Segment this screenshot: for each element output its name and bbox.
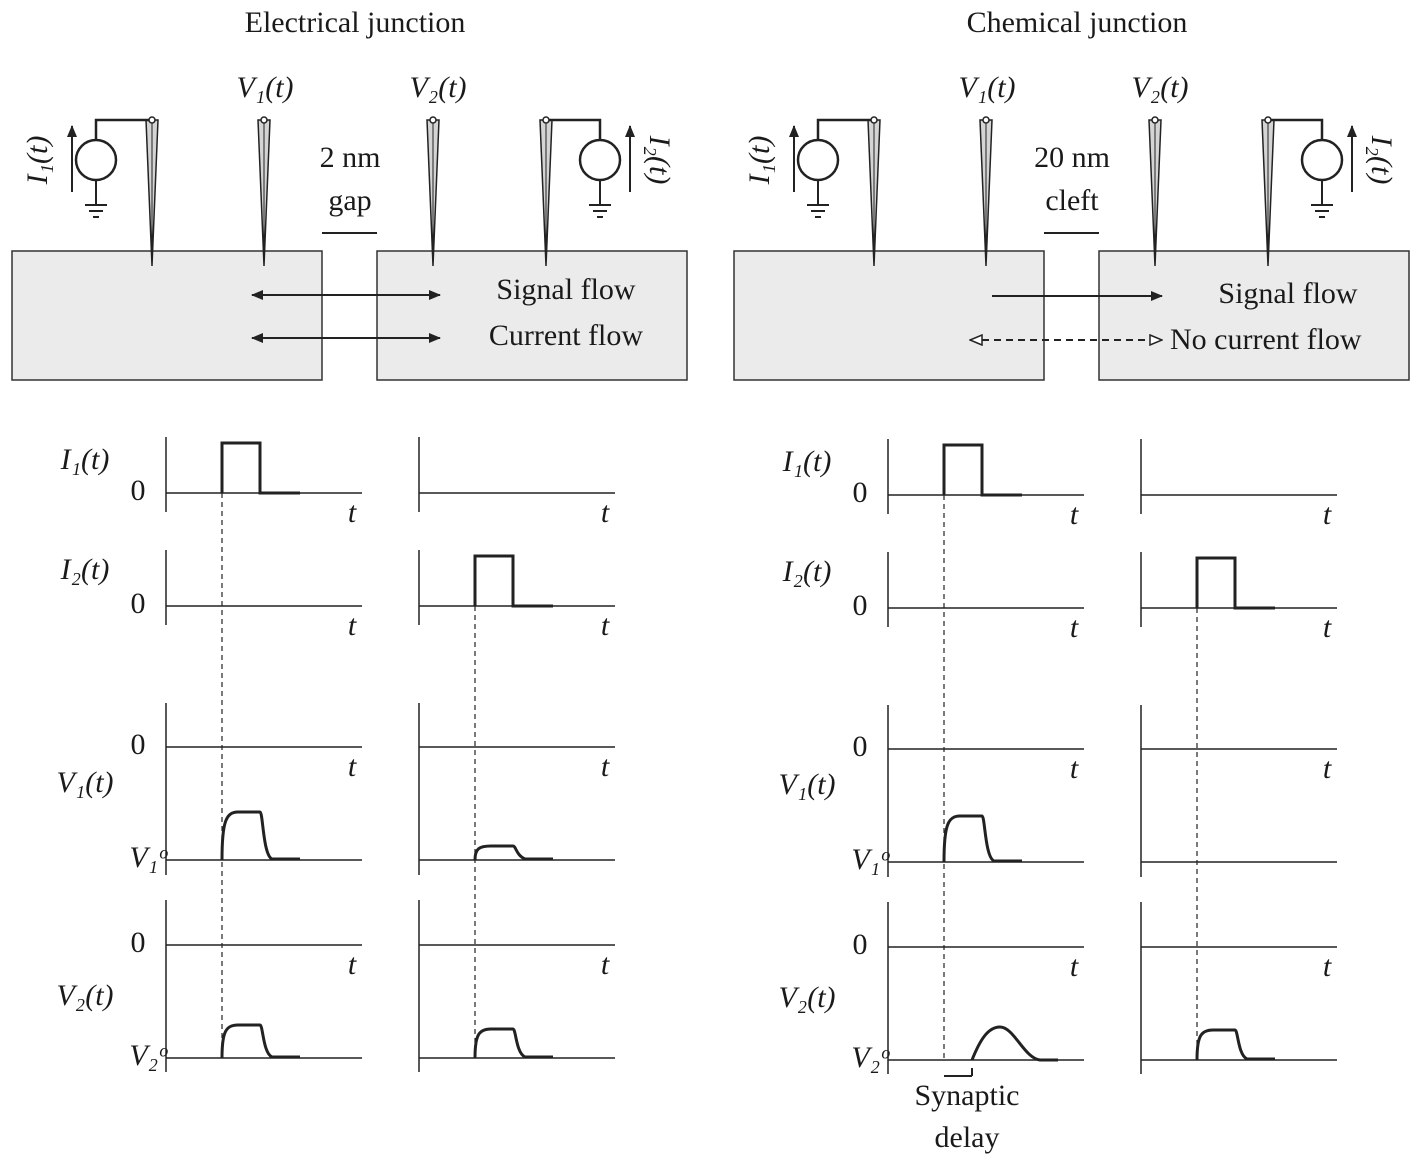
- rest-label: V₂ᵒ: [129, 1039, 168, 1072]
- voltage-response: [1197, 1030, 1275, 1060]
- rest-label: V₂ᵒ: [851, 1041, 890, 1074]
- current-source: [798, 140, 838, 180]
- electrode-top: [983, 117, 989, 123]
- source-label: I₂(t): [1365, 135, 1398, 185]
- current-source: [580, 140, 620, 180]
- source-wire: [818, 120, 874, 140]
- axis-label: t: [1323, 752, 1332, 785]
- current-pulse: [222, 443, 300, 493]
- cell: [377, 251, 687, 380]
- rest-label: V₁ᵒ: [851, 843, 890, 876]
- panel-title: Chemical junction: [967, 6, 1188, 39]
- source-label: I₁(t): [743, 136, 776, 186]
- voltage-response: [222, 812, 300, 860]
- page: {"panels": [ {"title": "Electrical junct…: [0, 0, 1426, 1159]
- zero-label: 0: [853, 476, 868, 509]
- delay-label: Synaptic: [915, 1079, 1020, 1112]
- axis-label: t: [348, 609, 357, 642]
- axis-label: t: [601, 750, 610, 783]
- zero-label: 0: [853, 589, 868, 622]
- electrode-top: [261, 117, 267, 123]
- voltage-response: [475, 1029, 553, 1058]
- axis-label: t: [1323, 498, 1332, 531]
- axis-label: t: [1070, 752, 1079, 785]
- axis-label: t: [601, 609, 610, 642]
- zero-label: 0: [131, 728, 146, 761]
- zero-label: 0: [131, 587, 146, 620]
- current-pulse: [475, 556, 553, 606]
- cell: [1099, 251, 1409, 380]
- wire-node: [543, 117, 549, 123]
- trace-label: V₂(t): [56, 979, 113, 1012]
- flow-label: Signal flow: [496, 273, 635, 306]
- gap-label: 2 nm: [320, 141, 381, 174]
- source-label: I₂(t): [643, 135, 676, 185]
- trace-label: V₁(t): [778, 768, 835, 801]
- source-wire: [1268, 120, 1322, 140]
- cell: [12, 251, 322, 380]
- voltage-response: [972, 1027, 1058, 1060]
- axis-label: t: [1070, 950, 1079, 983]
- trace-label: V₁(t): [56, 766, 113, 799]
- delay-label: delay: [935, 1121, 1000, 1154]
- gap-label: gap: [328, 184, 371, 217]
- probe-label: V₁(t): [958, 71, 1015, 104]
- voltage-response: [475, 846, 553, 860]
- trace-label: I₂(t): [782, 555, 832, 588]
- trace-label: I₂(t): [60, 553, 110, 586]
- electrode-top: [430, 117, 436, 123]
- zero-label: 0: [853, 928, 868, 961]
- gap-label: 20 nm: [1034, 141, 1110, 174]
- rest-label: V₁ᵒ: [129, 841, 168, 874]
- zero-label: 0: [131, 926, 146, 959]
- flow-label: No current flow: [1170, 323, 1362, 356]
- axis-label: t: [348, 948, 357, 981]
- cell: [734, 251, 1044, 380]
- axis-label: t: [601, 948, 610, 981]
- trace-label: V₂(t): [778, 981, 835, 1014]
- current-pulse: [1197, 558, 1275, 608]
- probe-label: V₂(t): [409, 71, 466, 104]
- source-wire: [546, 120, 600, 140]
- axis-label: t: [348, 496, 357, 529]
- source-wire: [96, 120, 152, 140]
- probe-label: V₁(t): [236, 71, 293, 104]
- current-source: [1302, 140, 1342, 180]
- zero-label: 0: [131, 474, 146, 507]
- axis-label: t: [1070, 498, 1079, 531]
- current-source: [76, 140, 116, 180]
- gap-label: cleft: [1045, 184, 1099, 217]
- axis-label: t: [1323, 611, 1332, 644]
- panel-title: Electrical junction: [245, 6, 466, 39]
- flow-label: Current flow: [489, 319, 643, 352]
- voltage-response: [944, 816, 1022, 862]
- zero-label: 0: [853, 730, 868, 763]
- electrode-top: [1152, 117, 1158, 123]
- source-label: I₁(t): [21, 136, 54, 186]
- axis-label: t: [1070, 611, 1079, 644]
- axis-label: t: [1323, 950, 1332, 983]
- trace-label: I₁(t): [60, 443, 110, 476]
- trace-label: I₁(t): [782, 445, 832, 478]
- axis-label: t: [601, 496, 610, 529]
- wire-node: [1265, 117, 1271, 123]
- wire-node: [871, 117, 877, 123]
- axis-label: t: [348, 750, 357, 783]
- current-pulse: [944, 445, 1022, 495]
- wire-node: [149, 117, 155, 123]
- voltage-response: [222, 1025, 300, 1058]
- flow-label: Signal flow: [1218, 277, 1357, 310]
- probe-label: V₂(t): [1131, 71, 1188, 104]
- figure: Electrical junction V₁(t) V₂(t) I₁(t) I₂(t) 2…: [0, 0, 1426, 1159]
